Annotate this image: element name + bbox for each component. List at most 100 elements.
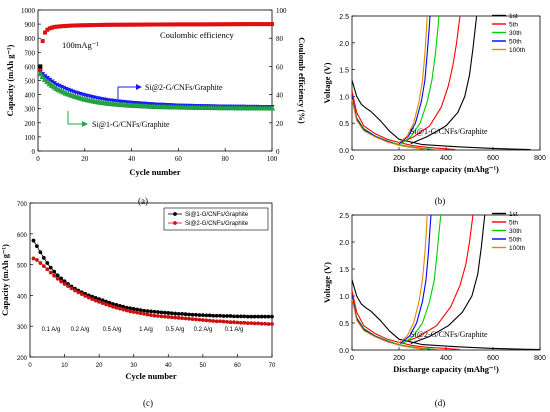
- data-point: [145, 309, 150, 314]
- data-point: [37, 70, 44, 77]
- data-point: [131, 310, 136, 314]
- data-point: [31, 256, 36, 261]
- rate-label: 1 A/g: [139, 327, 153, 333]
- plot-frame: [29, 202, 273, 358]
- data-point: [149, 313, 153, 318]
- panel-label-c: (c): [143, 398, 153, 408]
- discharge-curve: [351, 90, 456, 151]
- legend-label: 1st: [509, 211, 518, 218]
- data-point: [260, 22, 265, 27]
- data-point: [256, 314, 261, 319]
- y-axis-title: Capacity (mAh g⁻¹): [5, 44, 15, 116]
- rate-label: 0.1 A/g: [225, 327, 244, 333]
- data-point: [265, 22, 270, 27]
- series-5th: [351, 214, 474, 351]
- y-tick-label: 0.5: [339, 121, 349, 128]
- annotation-sample: Si@1-G/CNFs/Graphite: [410, 127, 488, 136]
- series-ce: [38, 22, 274, 72]
- data-point: [124, 305, 129, 310]
- data-point: [148, 22, 153, 27]
- charge-curve: [401, 214, 474, 345]
- data-point: [160, 22, 165, 27]
- data-point: [117, 306, 122, 311]
- data-point: [211, 22, 216, 27]
- x-tick-label: 400: [440, 155, 452, 162]
- rate-label: 0.1 A/g: [42, 327, 61, 333]
- rate-label: 0.5 A/g: [103, 327, 122, 333]
- legend: Si@1-G/CNFs/Graphite Si@2-G/CNFs/Graphite: [163, 207, 269, 231]
- first-cycle-marker: [38, 64, 43, 69]
- data-point: [35, 244, 39, 249]
- legend-label: 50th: [509, 237, 522, 244]
- data-point: [259, 314, 264, 319]
- y-tick-label: 800: [25, 35, 36, 43]
- data-point: [114, 305, 119, 310]
- legend-swatch-marker: [173, 221, 177, 225]
- data-point: [223, 22, 228, 27]
- data-point: [93, 298, 98, 303]
- data-point: [103, 22, 108, 27]
- data-point: [127, 22, 132, 27]
- data-point: [153, 22, 157, 27]
- data-point: [232, 314, 236, 319]
- data-point: [156, 310, 160, 314]
- data-point: [86, 295, 91, 300]
- data-point: [142, 308, 146, 313]
- x-tick-label: 200: [393, 355, 405, 362]
- y-tick-label: 700: [25, 49, 36, 57]
- data-point: [211, 319, 216, 323]
- data-point: [270, 322, 274, 326]
- data-point: [90, 297, 95, 301]
- data-point: [220, 22, 225, 27]
- legend-label: 100th: [509, 47, 526, 54]
- data-point: [128, 309, 133, 314]
- data-point: [66, 23, 71, 28]
- data-point: [176, 22, 181, 27]
- data-point: [245, 314, 250, 319]
- data-point: [99, 22, 104, 27]
- x-tick-label: 80: [222, 155, 230, 163]
- series-si2: [31, 256, 274, 326]
- x-tick-label: 400: [440, 355, 452, 362]
- data-point: [80, 23, 85, 28]
- y2-tick-label: 40: [276, 92, 284, 100]
- x-tick-label: 20: [96, 363, 103, 369]
- legend-label: 5th: [509, 22, 518, 29]
- data-point: [43, 30, 48, 35]
- x-tick-label: 600: [487, 355, 499, 362]
- data-point: [171, 22, 176, 27]
- data-point: [104, 302, 108, 307]
- data-point: [114, 303, 119, 307]
- x-tick-label: 60: [175, 155, 183, 163]
- panel-c-chart: 0 10 20 30 40 50 60 70 200 300 400 500 600 700 Cycle n…: [0, 202, 276, 381]
- data-point: [176, 315, 181, 320]
- data-point: [141, 22, 146, 27]
- data-point: [218, 22, 223, 27]
- data-point: [48, 270, 53, 275]
- x-tick-label: 600: [487, 155, 499, 162]
- data-point: [121, 307, 126, 312]
- data-point: [47, 77, 53, 83]
- x-tick-label: 40: [165, 363, 172, 369]
- data-point: [218, 319, 223, 324]
- data-point: [183, 316, 188, 321]
- data-point: [253, 22, 258, 27]
- y-tick-label: 1.5: [339, 267, 349, 274]
- data-point: [197, 313, 202, 318]
- arrow-si1-head: [82, 121, 88, 127]
- y-tick-label: 500: [25, 78, 36, 86]
- data-point: [68, 23, 73, 28]
- data-point: [202, 22, 207, 27]
- rate-label: 0.2 A/g: [194, 327, 213, 333]
- data-point: [218, 313, 223, 318]
- data-point: [199, 22, 204, 27]
- legend-frame: [163, 207, 269, 231]
- data-point: [97, 299, 102, 304]
- data-point: [47, 26, 52, 31]
- data-point: [69, 286, 74, 291]
- data-point: [89, 23, 94, 28]
- data-point: [194, 317, 198, 322]
- data-point: [149, 309, 153, 314]
- data-point: [255, 22, 260, 27]
- data-point: [162, 22, 167, 27]
